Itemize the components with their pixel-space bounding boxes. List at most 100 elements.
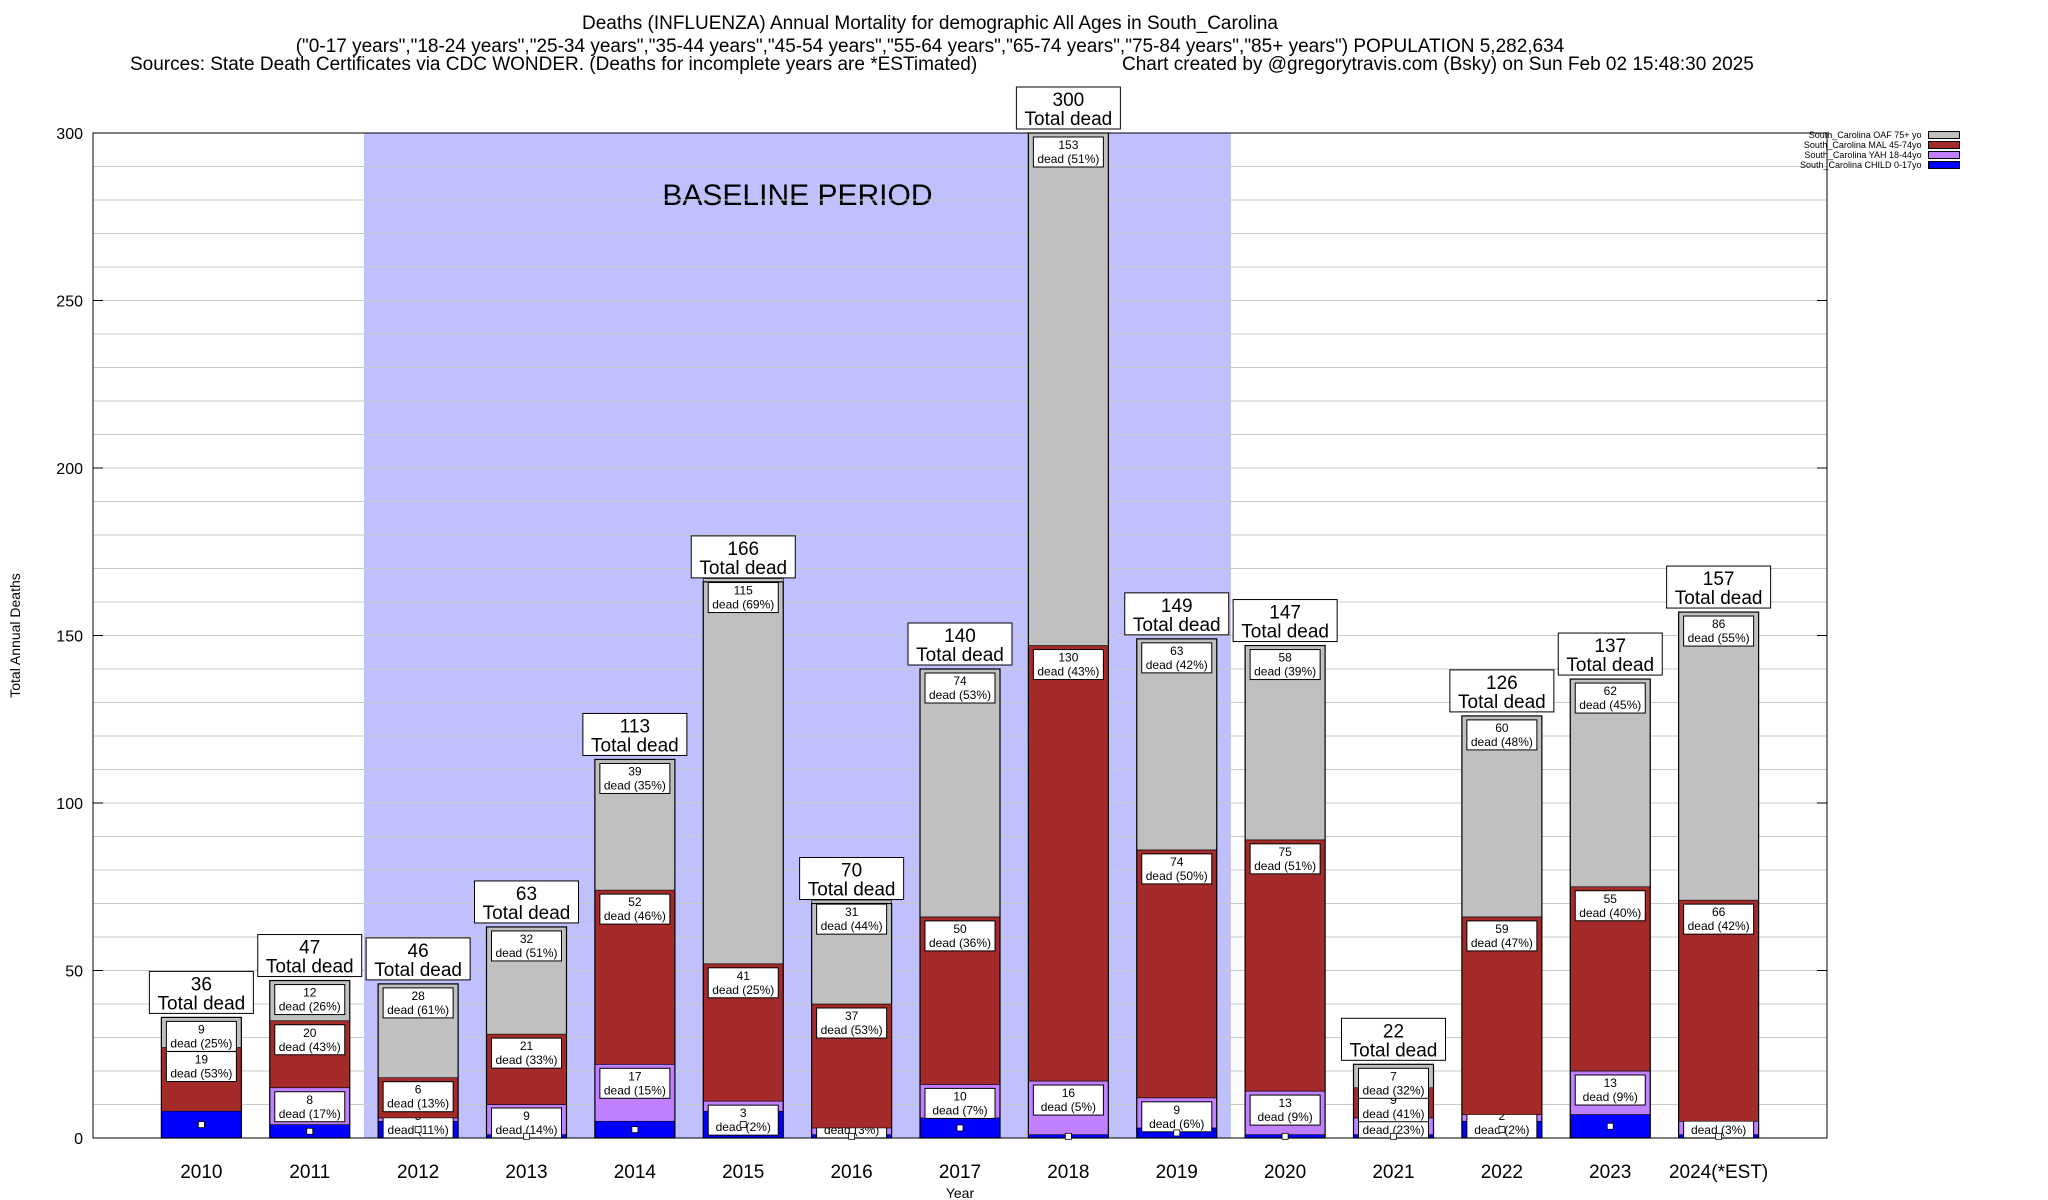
segment-label-text: dead (9%) — [1257, 1110, 1312, 1124]
x-tick-label: 2024(*EST) — [1669, 1162, 1768, 1183]
segment-label-text: dead (9%) — [1583, 1090, 1638, 1104]
total-label-value: 140 — [944, 626, 976, 647]
segment-label-text: dead (69%) — [712, 598, 774, 612]
segment-label-box — [1141, 642, 1213, 674]
segment-label-box — [491, 930, 562, 962]
segment-label-box — [1032, 1084, 1104, 1116]
y-tick-label: 200 — [56, 461, 83, 478]
total-label-text: Total dead — [699, 558, 787, 579]
segment-label-box — [1466, 920, 1538, 952]
child-marker — [1715, 1132, 1723, 1140]
segment-label-value: 8 — [306, 1093, 313, 1107]
segment-label-text: dead (17%) — [279, 1107, 341, 1121]
total-label-value: 147 — [1269, 603, 1301, 624]
x-tick-label: 2019 — [1156, 1162, 1198, 1183]
segment-label-box — [1032, 136, 1104, 168]
total-label-value: 22 — [1383, 1021, 1404, 1042]
total-label-value: 46 — [408, 941, 429, 962]
segment-label-text: dead (6%) — [1149, 1117, 1204, 1131]
child-marker — [1281, 1132, 1289, 1140]
segment-label-text: dead (46%) — [604, 909, 666, 923]
child-marker — [739, 1121, 747, 1128]
total-label-value: 113 — [620, 716, 650, 737]
bar-segment-3 — [1569, 678, 1651, 888]
segment-label-value: 52 — [628, 895, 642, 909]
legend-swatch-child — [1927, 161, 1960, 169]
segment-label-text: dead (15%) — [604, 1083, 666, 1097]
segment-label-text: dead (55%) — [1688, 631, 1750, 645]
segment-label-text: dead (61%) — [387, 1003, 449, 1017]
x-axis-title: Year — [946, 1185, 975, 1200]
total-label-box — [1341, 1017, 1446, 1061]
child-marker — [956, 1124, 964, 1132]
total-label-box — [1124, 592, 1230, 636]
segment-label-box — [1466, 719, 1538, 751]
legend-label-yah: South_Carolina YAH 18-44yo — [1804, 150, 1922, 160]
x-tick-label: 2014 — [614, 1162, 657, 1183]
y-axis-title: Total Annual Deaths — [7, 573, 23, 698]
total-label-box — [474, 880, 579, 924]
chart-subtitle: ("0-17 years","18-24 years","25-34 years… — [295, 36, 1565, 57]
total-label-box — [148, 970, 254, 1014]
segment-label-value: 60 — [1495, 721, 1509, 735]
chart-sources: Sources: State Death Certificates via CD… — [130, 54, 978, 75]
x-tick-label: 2022 — [1481, 1162, 1523, 1183]
segment-label-box — [707, 967, 779, 999]
x-tick-label: 2013 — [505, 1162, 547, 1183]
segment-label-box — [1574, 1074, 1646, 1106]
x-tick-label: 2011 — [289, 1162, 330, 1183]
total-label-value: 70 — [841, 861, 862, 882]
legend-item-yah: South_Carolina YAH 18-44yo — [1800, 150, 1960, 160]
total-label-value: 149 — [1161, 596, 1193, 617]
total-label-box — [1015, 86, 1121, 130]
x-tick-label: 2016 — [830, 1162, 872, 1183]
segment-label-box — [1683, 903, 1755, 935]
child-marker — [414, 1126, 422, 1134]
segment-label-text: dead (50%) — [1146, 869, 1208, 883]
segment-label-box — [924, 672, 996, 704]
segment-label-value: 9 — [198, 1022, 205, 1036]
total-label-value: 137 — [1594, 636, 1626, 657]
x-tick-label: 2021 — [1372, 1162, 1414, 1183]
bar-segment-3 — [919, 668, 1001, 918]
bar-outline — [269, 979, 351, 1139]
segment-label-box — [816, 903, 888, 935]
total-label-box — [799, 857, 905, 900]
segment-label-value: 86 — [1712, 617, 1726, 631]
baseline-period-label: BASELINE PERIOD — [662, 179, 932, 212]
bar-outline — [1461, 715, 1543, 1139]
child-marker — [1606, 1122, 1614, 1130]
total-label-text: Total dead — [808, 880, 896, 901]
segment-label-box — [1574, 682, 1646, 714]
y-tick-label: 0 — [74, 1131, 83, 1148]
bar-segment-3 — [1028, 132, 1109, 646]
segment-label-box — [382, 987, 454, 1019]
legend-label-oaf: South_Carolina OAF 75+ yo — [1808, 130, 1922, 140]
segment-label-text: dead (53%) — [929, 688, 991, 702]
segment-label-value: 75 — [1278, 845, 1292, 859]
child-marker — [1498, 1126, 1506, 1134]
bar-segment-2 — [1028, 645, 1109, 1082]
segment-label-text: dead (53%) — [170, 1067, 232, 1081]
segment-label-text: dead (51%) — [495, 946, 557, 960]
bar-segment-3 — [1678, 611, 1759, 901]
segment-label-text: dead (40%) — [1579, 906, 1641, 920]
total-label-text: Total dead — [158, 993, 246, 1014]
total-label-box — [257, 934, 363, 978]
segment-label-text: dead (41%) — [1362, 1107, 1424, 1121]
total-label-box — [1666, 565, 1772, 609]
bar-segment-3 — [702, 578, 784, 965]
segment-label-box — [924, 1087, 996, 1119]
legend-item-child: South_Carolina CHILD 0-17yo — [1800, 160, 1960, 170]
segment-label-text: dead (25%) — [712, 983, 774, 997]
child-marker — [523, 1132, 530, 1140]
segment-label-text: dead (33%) — [495, 1053, 557, 1067]
child-marker — [306, 1127, 314, 1135]
chart-legend: South_Carolina OAF 75+ yo South_Carolina… — [1800, 130, 1960, 170]
total-label-value: 157 — [1703, 569, 1735, 590]
total-label-text: Total dead — [1133, 615, 1221, 636]
segment-label-value: 66 — [1712, 905, 1726, 919]
segment-label-value: 74 — [953, 674, 967, 688]
child-marker — [1390, 1132, 1397, 1140]
segment-label-box — [1141, 853, 1213, 885]
